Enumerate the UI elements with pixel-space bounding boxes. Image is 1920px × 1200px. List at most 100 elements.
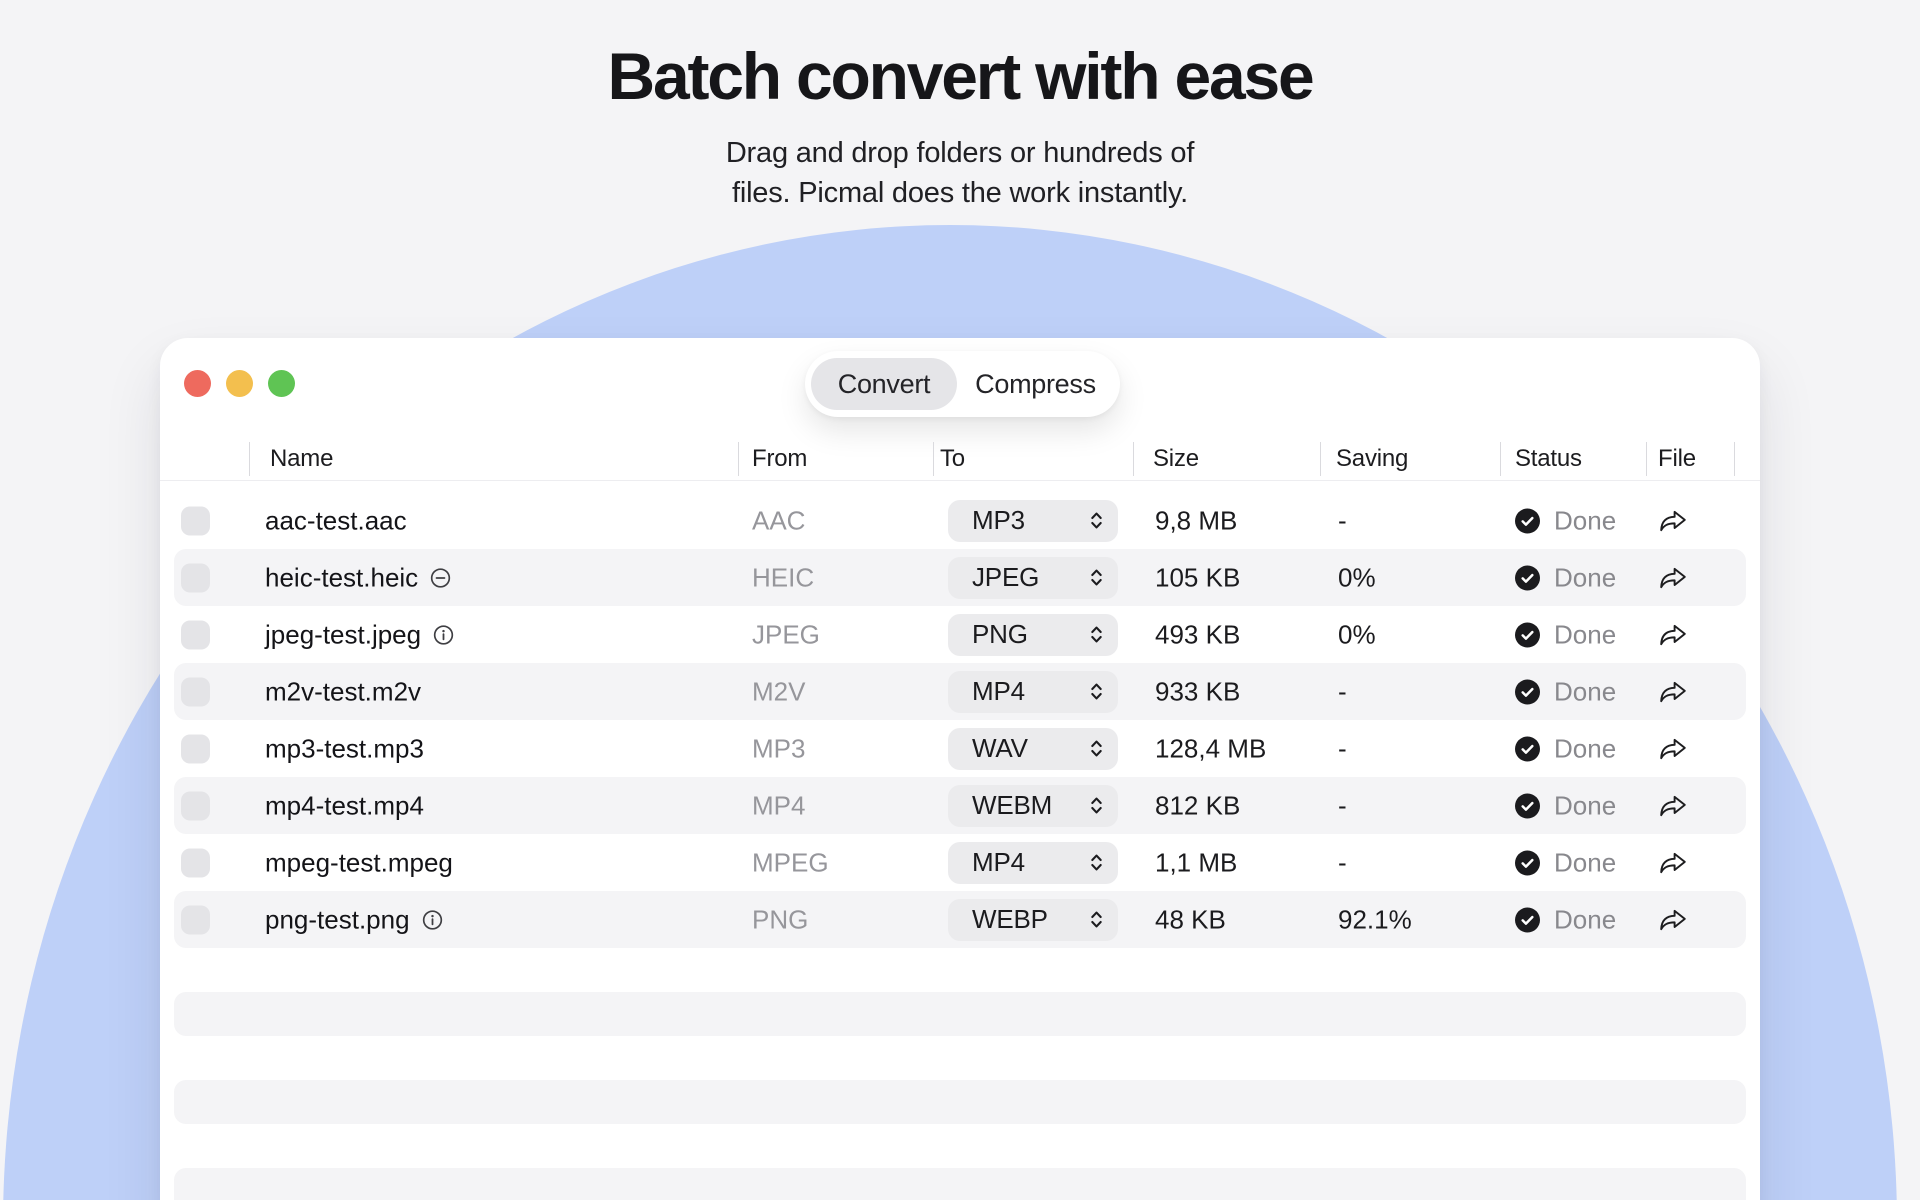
share-button[interactable]	[1658, 907, 1688, 933]
done-check-icon	[1515, 793, 1540, 818]
status-label: Done	[1554, 562, 1617, 592]
share-button[interactable]	[1658, 622, 1688, 648]
column-divider	[738, 442, 739, 476]
status-label: Done	[1554, 847, 1617, 877]
close-button[interactable]	[184, 370, 211, 397]
share-arrow-icon	[1658, 736, 1688, 762]
row-checkbox[interactable]	[181, 791, 210, 820]
column-divider	[1734, 442, 1735, 476]
status-label: Done	[1554, 619, 1617, 649]
chevron-up-down-icon	[1089, 738, 1104, 759]
table-row: mp3-test.mp3 MP3 WAV 128,4 MB - Do	[160, 720, 1760, 777]
zoom-button[interactable]	[268, 370, 295, 397]
share-button[interactable]	[1658, 736, 1688, 762]
file-name: mpeg-test.mpeg	[265, 847, 453, 877]
mode-segmented-control: Convert Compress	[805, 351, 1120, 417]
status-cell: Done	[1515, 676, 1616, 707]
target-format-value: MP4	[972, 847, 1025, 877]
source-format: MPEG	[752, 847, 829, 877]
file-size: 933 KB	[1155, 676, 1241, 706]
column-divider	[1646, 442, 1647, 476]
status-cell: Done	[1515, 733, 1616, 764]
share-arrow-icon	[1658, 508, 1688, 534]
target-format-value: WEBM	[972, 790, 1053, 820]
file-name: jpeg-test.jpeg	[265, 619, 422, 649]
share-arrow-icon	[1658, 907, 1688, 933]
column-divider	[249, 442, 250, 476]
file-name-cell: mp3-test.mp3	[265, 733, 424, 764]
file-name-cell: heic-test.heic	[265, 562, 451, 593]
status-label: Done	[1554, 676, 1617, 706]
target-format-value: WEBP	[972, 904, 1048, 934]
empty-row	[160, 1168, 1760, 1200]
target-format-select[interactable]: WEBM	[948, 784, 1118, 827]
source-format: M2V	[752, 676, 806, 706]
table-row: jpeg-test.jpeg JPEG PNG 493 KB 0%	[160, 606, 1760, 663]
row-checkbox[interactable]	[181, 677, 210, 706]
row-checkbox[interactable]	[181, 848, 210, 877]
empty-row	[160, 992, 1760, 1036]
minus-circle-icon[interactable]	[430, 567, 451, 588]
column-header-size: Size	[1153, 445, 1199, 472]
source-format: AAC	[752, 505, 806, 535]
target-format-value: JPEG	[972, 562, 1040, 592]
chevron-up-down-icon	[1089, 510, 1104, 531]
share-button[interactable]	[1658, 508, 1688, 534]
file-name-cell: aac-test.aac	[265, 505, 407, 536]
table-row: png-test.png PNG WEBP 48 KB 92.1%	[160, 891, 1760, 948]
column-divider	[1500, 442, 1501, 476]
saving-value: -	[1338, 505, 1347, 535]
row-checkbox[interactable]	[181, 506, 210, 535]
share-button[interactable]	[1658, 565, 1688, 591]
chevron-up-down-icon	[1089, 624, 1104, 645]
info-icon[interactable]	[433, 624, 454, 645]
done-check-icon	[1515, 907, 1540, 932]
file-name: mp4-test.mp4	[265, 790, 424, 820]
status-cell: Done	[1515, 505, 1616, 536]
file-size: 9,8 MB	[1155, 505, 1238, 535]
empty-row	[160, 948, 1760, 992]
target-format-select[interactable]: MP4	[948, 841, 1118, 884]
row-checkbox[interactable]	[181, 620, 210, 649]
target-format-select[interactable]: JPEG	[948, 556, 1118, 599]
column-divider	[933, 442, 934, 476]
status-label: Done	[1554, 505, 1617, 535]
target-format-select[interactable]: PNG	[948, 613, 1118, 656]
file-name-cell: jpeg-test.jpeg	[265, 619, 454, 650]
file-name: heic-test.heic	[265, 562, 419, 592]
share-button[interactable]	[1658, 679, 1688, 705]
table-header: Name From To Size Saving Status File	[160, 438, 1760, 481]
file-name: m2v-test.m2v	[265, 676, 422, 706]
target-format-select[interactable]: WEBP	[948, 898, 1118, 941]
row-checkbox[interactable]	[181, 563, 210, 592]
target-format-select[interactable]: WAV	[948, 727, 1118, 770]
status-label: Done	[1554, 904, 1617, 934]
done-check-icon	[1515, 508, 1540, 533]
tab-convert[interactable]: Convert	[811, 358, 957, 410]
info-icon[interactable]	[422, 909, 443, 930]
file-name-cell: png-test.png	[265, 904, 443, 935]
chevron-up-down-icon	[1089, 567, 1104, 588]
share-button[interactable]	[1658, 850, 1688, 876]
source-format: PNG	[752, 904, 809, 934]
share-button[interactable]	[1658, 793, 1688, 819]
done-check-icon	[1515, 850, 1540, 875]
file-size: 1,1 MB	[1155, 847, 1238, 877]
status-cell: Done	[1515, 619, 1616, 650]
row-checkbox[interactable]	[181, 734, 210, 763]
subtitle-line-1: Drag and drop folders or hundreds of	[725, 137, 1195, 169]
share-arrow-icon	[1658, 622, 1688, 648]
saving-value: 0%	[1338, 619, 1376, 649]
table-row: mp4-test.mp4 MP4 WEBM 812 KB - Don	[160, 777, 1760, 834]
chevron-up-down-icon	[1089, 795, 1104, 816]
target-format-select[interactable]: MP3	[948, 499, 1118, 542]
tab-compress[interactable]: Compress	[957, 358, 1114, 410]
target-format-select[interactable]: MP4	[948, 670, 1118, 713]
minimize-button[interactable]	[226, 370, 253, 397]
row-checkbox[interactable]	[181, 905, 210, 934]
status-cell: Done	[1515, 847, 1616, 878]
share-arrow-icon	[1658, 565, 1688, 591]
file-name: mp3-test.mp3	[265, 733, 424, 763]
column-header-name: Name	[270, 445, 334, 472]
